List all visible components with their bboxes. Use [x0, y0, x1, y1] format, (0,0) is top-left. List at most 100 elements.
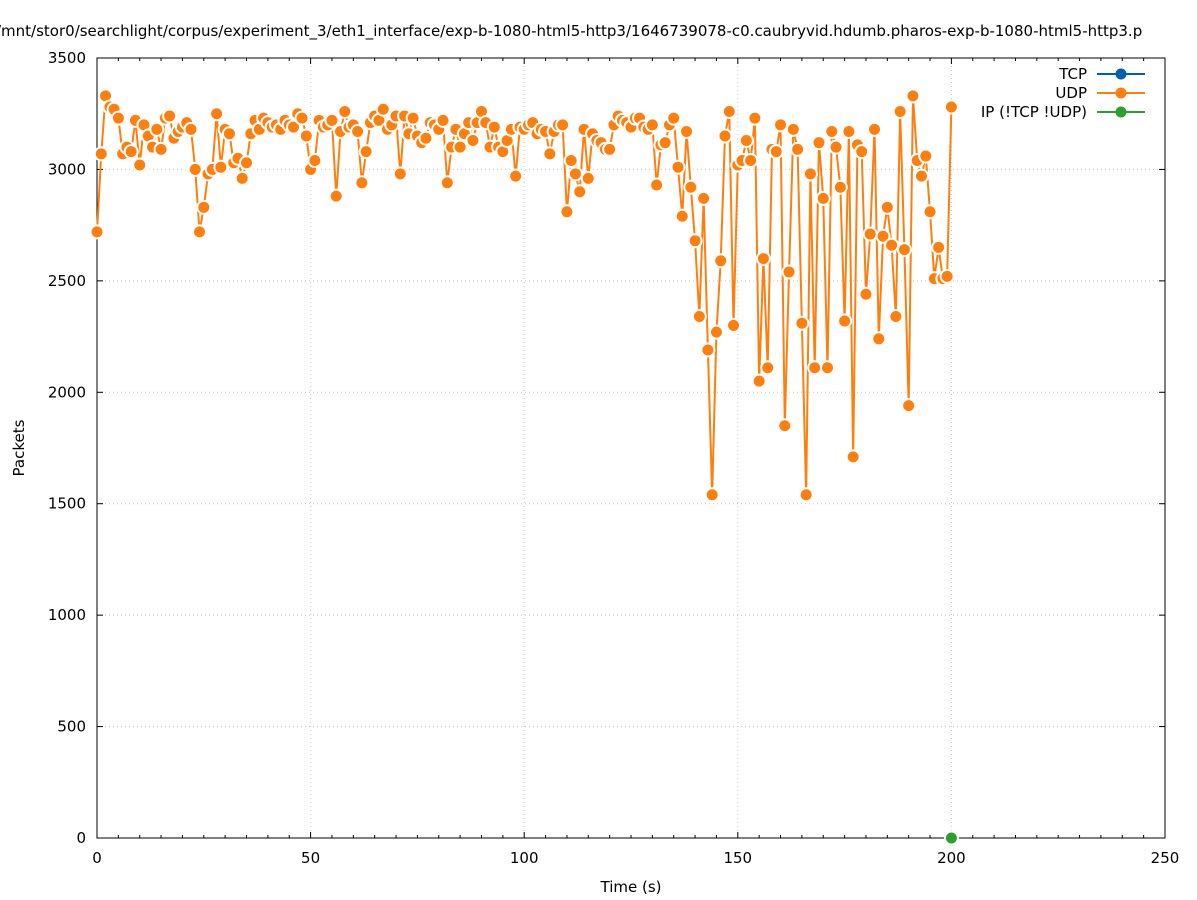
y-tick-label: 2500 [48, 272, 86, 290]
data-point [892, 103, 908, 119]
legend-swatch-marker [1115, 106, 1127, 118]
data-point [845, 449, 861, 465]
data-point [679, 124, 695, 140]
data-point [555, 117, 571, 133]
data-point [192, 224, 208, 240]
data-point [781, 264, 797, 280]
data-point [187, 161, 203, 177]
data-point [704, 487, 720, 503]
legend-label: UDP [1055, 84, 1087, 102]
y-tick-label: 1000 [48, 606, 86, 624]
data-point [674, 208, 690, 224]
data-point [439, 175, 455, 191]
legend-label: IP (!TCP !UDP) [981, 103, 1087, 121]
data-point [392, 166, 408, 182]
data-point [286, 119, 302, 135]
data-point [350, 124, 366, 140]
data-point [239, 155, 255, 171]
data-point [837, 313, 853, 329]
data-point [644, 117, 660, 133]
data-point [375, 101, 391, 117]
data-point [798, 487, 814, 503]
data-point [337, 103, 353, 119]
series-2 [943, 830, 959, 846]
data-point [815, 190, 831, 206]
y-tick-label: 0 [76, 829, 86, 847]
data-point [687, 233, 703, 249]
data-point [153, 141, 169, 157]
data-point [807, 360, 823, 376]
y-tick-label: 3500 [48, 49, 86, 67]
data-point [691, 309, 707, 325]
series-layer [89, 88, 959, 846]
data-point [196, 199, 212, 215]
data-point [657, 135, 673, 151]
data-point [811, 135, 827, 151]
data-point [922, 204, 938, 220]
data-point [294, 110, 310, 126]
data-point [858, 286, 874, 302]
x-tick-label: 100 [510, 849, 539, 867]
data-point [832, 179, 848, 195]
data-point [559, 204, 575, 220]
data-point [307, 153, 323, 169]
data-point [862, 226, 878, 242]
data-point [123, 144, 139, 160]
legend-swatch-marker [1115, 87, 1127, 99]
data-point [867, 121, 883, 137]
data-point [841, 124, 857, 140]
data-point [879, 199, 895, 215]
data-point [901, 398, 917, 414]
data-point [221, 126, 237, 142]
data-point [708, 324, 724, 340]
legend-swatch-marker [1115, 68, 1127, 80]
data-point [726, 317, 742, 333]
x-tick-label: 250 [1151, 849, 1180, 867]
data-point [696, 190, 712, 206]
data-point [162, 108, 178, 124]
data-point [918, 148, 934, 164]
data-point [824, 124, 840, 140]
data-point [358, 144, 374, 160]
y-tick-label: 2000 [48, 383, 86, 401]
data-point [572, 184, 588, 200]
legend-label: TCP [1058, 65, 1087, 83]
data-point [354, 175, 370, 191]
data-point [486, 119, 502, 135]
data-point [751, 373, 767, 389]
data-point [580, 170, 596, 186]
data-point [670, 159, 686, 175]
y-tick-label: 3000 [48, 160, 86, 178]
data-point [913, 168, 929, 184]
y-tick-label: 500 [57, 718, 86, 736]
data-point [828, 139, 844, 155]
data-point [542, 146, 558, 162]
data-point [755, 251, 771, 267]
data-point [931, 239, 947, 255]
data-point [324, 112, 340, 128]
data-point [209, 106, 225, 122]
data-point [666, 110, 682, 126]
y-axis-title: Packets [10, 419, 28, 476]
x-tick-label: 0 [92, 849, 102, 867]
data-point [563, 153, 579, 169]
data-point [785, 121, 801, 137]
data-point [418, 130, 434, 146]
data-point [790, 141, 806, 157]
data-point [721, 103, 737, 119]
data-point [939, 268, 955, 284]
data-point [820, 360, 836, 376]
data-point [465, 132, 481, 148]
chart-title: /mnt/stor0/searchlight/corpus/experiment… [0, 22, 1142, 41]
data-point [649, 177, 665, 193]
data-point [405, 110, 421, 126]
data-point [802, 166, 818, 182]
data-point [183, 121, 199, 137]
axis-ticks: 0 500 1000 1500 2000 2500 3000 3500 0 50 100 150 200… [48, 49, 1180, 867]
data-point [602, 141, 618, 157]
data-point [149, 121, 165, 137]
data-point [943, 830, 959, 846]
data-point [713, 253, 729, 269]
series-1 [89, 88, 959, 503]
